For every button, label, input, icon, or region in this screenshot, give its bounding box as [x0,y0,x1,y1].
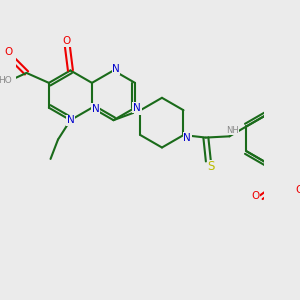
Text: O: O [4,47,13,57]
Text: N: N [67,115,74,125]
Text: HO: HO [0,76,12,85]
Text: N: N [112,64,120,74]
Text: NH: NH [226,126,239,135]
Text: O: O [62,36,70,46]
Text: S: S [207,160,214,173]
Text: O: O [251,191,259,201]
Text: N: N [133,103,141,113]
Text: N: N [183,133,191,142]
Text: N: N [92,104,100,114]
Text: N: N [134,104,142,114]
Text: O: O [295,185,300,195]
